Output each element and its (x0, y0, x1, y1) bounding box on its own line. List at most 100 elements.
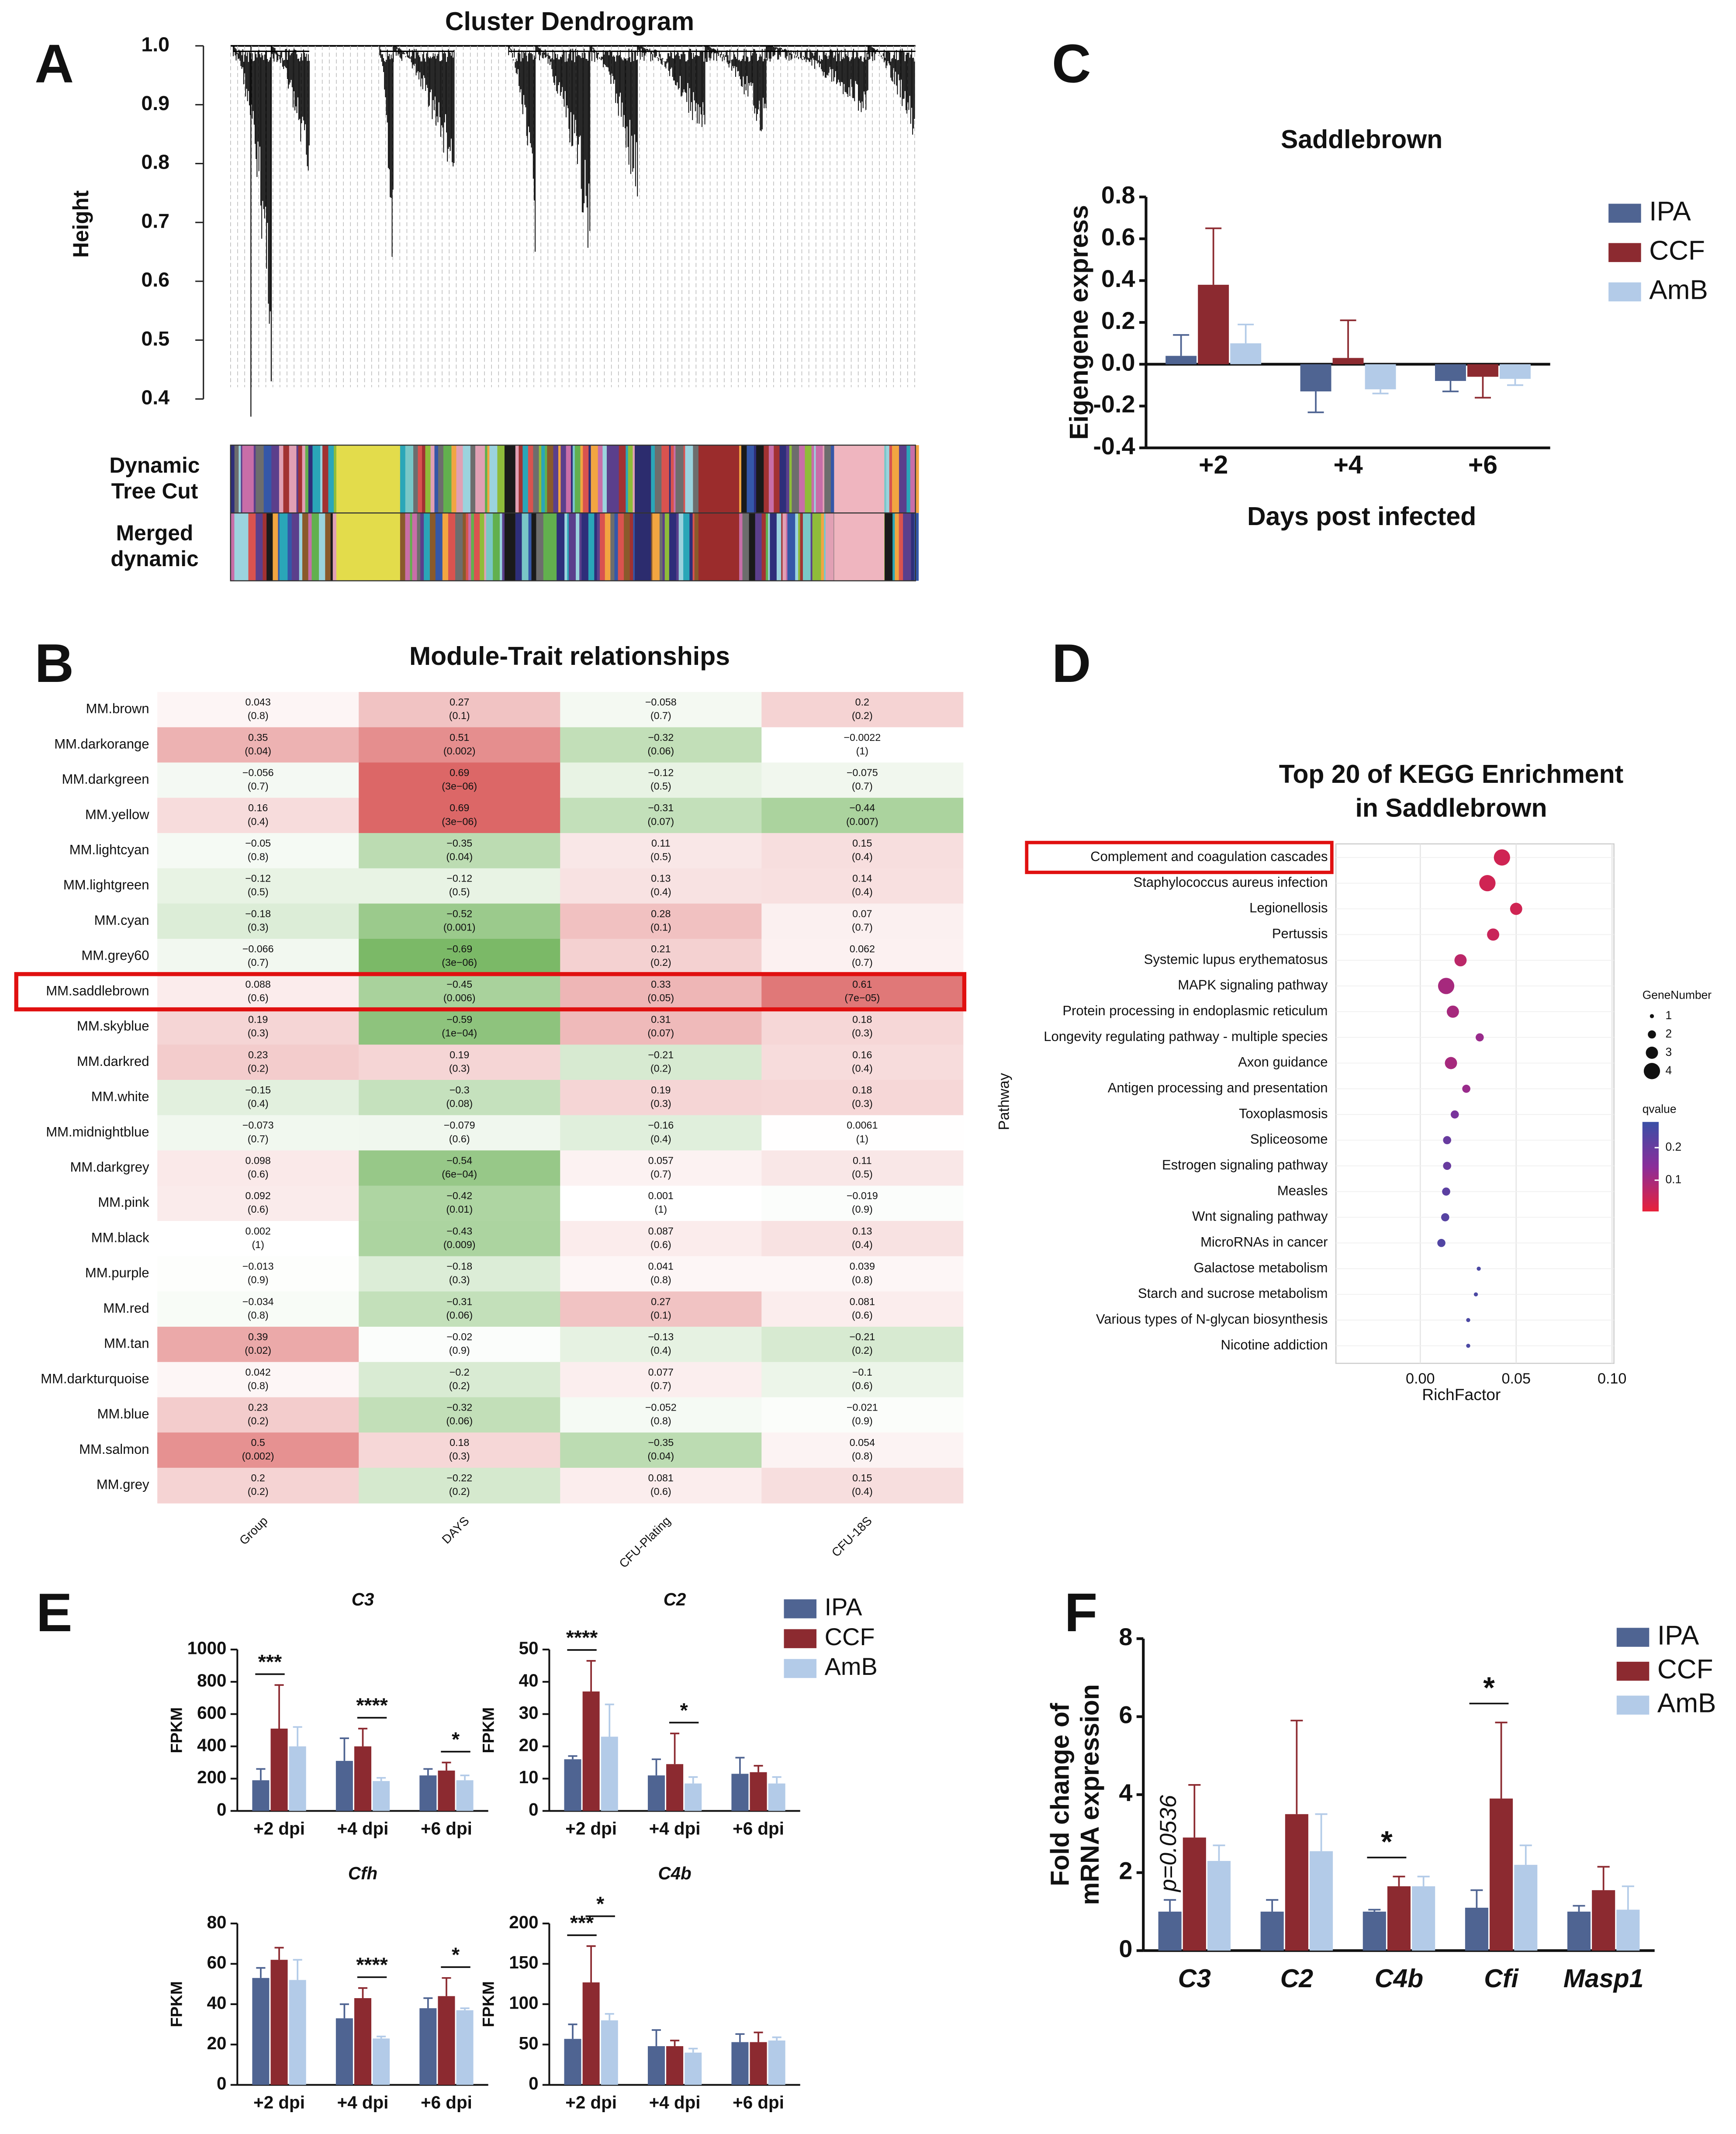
heat-cell (560, 1079, 762, 1116)
heat-cell (761, 903, 964, 940)
module-color (571, 445, 573, 513)
heat-cell (761, 1045, 964, 1080)
heat-cell (761, 1009, 964, 1045)
module-color (325, 513, 331, 581)
module-color (581, 513, 589, 581)
error-bar (1188, 1784, 1201, 1838)
y-axis-label: Height (69, 190, 93, 258)
heat-cell (560, 727, 762, 763)
module-color (906, 445, 911, 513)
size-legend-dot (1650, 1014, 1654, 1018)
row-label: MM.pink (98, 1195, 149, 1210)
y-tick-label: 0 (529, 1799, 538, 1819)
module-color (768, 513, 771, 581)
y-tick-label: Legionellosis (1249, 900, 1328, 916)
cell-value: 0.14 (852, 873, 872, 884)
module-color (405, 445, 414, 513)
module-color (420, 513, 425, 581)
heat-cell (761, 1432, 964, 1468)
dot (1445, 1057, 1457, 1069)
module-color (821, 513, 825, 581)
y-tick-label: Longevity regulating pathway - multiple … (1044, 1029, 1328, 1044)
error-bar (423, 1768, 433, 1776)
cell-value: −0.073 (242, 1120, 274, 1131)
cell-p-value: (0.3) (852, 1027, 873, 1039)
module-color (296, 445, 299, 513)
cell-value: −0.02 (446, 1331, 472, 1342)
cell-value: 0.087 (648, 1225, 674, 1237)
size-legend-label: 4 (1666, 1064, 1672, 1077)
error-bar (670, 2040, 680, 2046)
cell-p-value: (3e−06) (442, 781, 477, 792)
size-legend-dot (1643, 1063, 1660, 1079)
heat-cell (359, 1150, 561, 1186)
y-tick-label: 100 (509, 1992, 538, 2013)
error-bar (735, 1757, 745, 1774)
cell-value: −0.052 (645, 1401, 677, 1413)
module-color (798, 513, 801, 581)
legend-swatch (1608, 243, 1641, 262)
cell-value: −0.45 (446, 979, 472, 990)
chart-title: C2 (664, 1589, 686, 1609)
error-bar (772, 1776, 782, 1784)
heat-cell (157, 1397, 360, 1433)
cell-value: 0.11 (651, 837, 671, 849)
chart-title: C4b (658, 1863, 691, 1883)
module-color (528, 513, 532, 581)
module-color (522, 513, 526, 581)
heat-cell (761, 1079, 964, 1116)
y-tick-label: Various types of N-glycan biosynthesis (1096, 1311, 1328, 1327)
dot (1442, 1187, 1450, 1196)
heat-cell (560, 1009, 762, 1045)
cell-value: 0.062 (850, 943, 875, 955)
cell-value: −0.058 (645, 696, 677, 708)
heat-cell (157, 1186, 360, 1221)
module-color (597, 513, 600, 581)
x-tick-label: +6 dpi (733, 1819, 784, 1839)
heat-cell (560, 1291, 762, 1327)
module-color (764, 445, 769, 513)
legend-swatch (1616, 1661, 1650, 1681)
size-legend-label: 1 (1666, 1009, 1672, 1022)
module-color (664, 513, 670, 581)
heat-cell (359, 727, 561, 763)
heat-cell (560, 1362, 762, 1398)
cell-p-value: (0.07) (647, 816, 674, 827)
module-color (694, 513, 700, 581)
module-color (319, 513, 326, 581)
cell-value: −0.32 (446, 1401, 472, 1413)
panel-label: C (1052, 34, 1091, 94)
module-color (230, 513, 235, 581)
module-color (747, 445, 754, 513)
x-tick-label: C4b (1375, 1965, 1423, 1993)
error-bar (293, 1959, 302, 1980)
bar (1567, 1911, 1591, 1951)
bar (1514, 1864, 1538, 1951)
panel-label: B (35, 633, 74, 694)
y-tick-label: Complement and coagulation cascades (1090, 849, 1328, 864)
bar (1467, 364, 1498, 377)
annotation: *** (258, 1650, 282, 1673)
error-bar (688, 1776, 698, 1784)
bar (582, 1982, 600, 2085)
dot (1437, 1239, 1446, 1247)
module-color (308, 513, 312, 581)
error-bar (1507, 379, 1523, 386)
cell-value: 0.19 (248, 1014, 268, 1025)
module-color (443, 445, 452, 513)
module-color (422, 445, 426, 513)
bar (373, 1781, 390, 1811)
cell-p-value: (0.009) (443, 1239, 476, 1250)
error-bar (256, 1967, 266, 1978)
cell-value: 0.11 (853, 1155, 872, 1166)
y-axis-label: FPKM (167, 1981, 186, 2027)
y-tick-label: Nicotine addiction (1221, 1337, 1328, 1352)
error-bar (1573, 1905, 1585, 1912)
cell-value: −0.44 (849, 802, 875, 813)
cell-value: 0.23 (248, 1049, 268, 1060)
module-color (263, 445, 272, 513)
error-bar (735, 2033, 745, 2042)
bar (582, 1691, 600, 1811)
row-label: MM.brown (86, 701, 149, 716)
module-color (805, 445, 812, 513)
